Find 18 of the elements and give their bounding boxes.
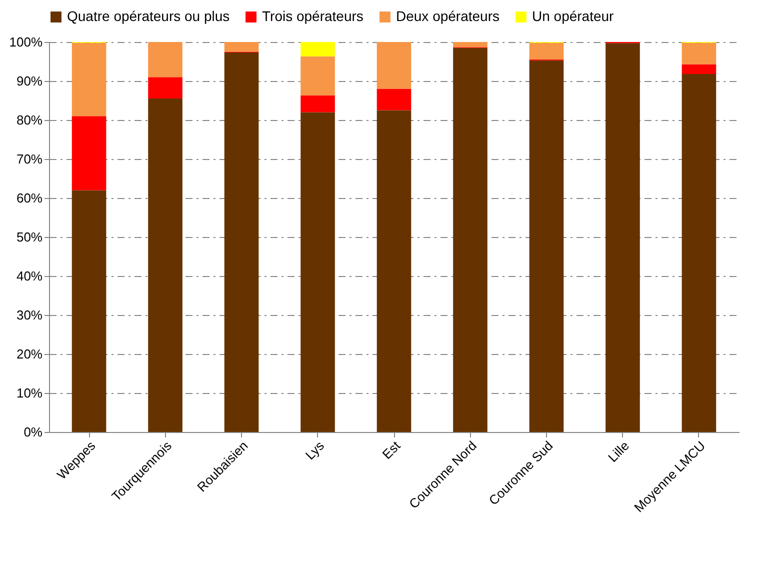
y-tick-label: 60% — [16, 190, 43, 206]
y-tick-label: 20% — [16, 346, 43, 362]
y-tick-label: 0% — [24, 424, 43, 440]
y-tick-label: 100% — [9, 34, 43, 50]
x-tick-label: Est — [379, 438, 404, 462]
y-tick-label: 80% — [16, 112, 43, 128]
x-tick-label: Lille — [604, 438, 632, 466]
legend-label: Deux opérateurs — [396, 8, 500, 24]
legend-label: Un opérateur — [532, 8, 614, 24]
y-tick-label: 50% — [16, 230, 43, 244]
legend-label: Trois opérateurs — [262, 8, 364, 24]
y-tick-label: 10% — [16, 386, 43, 400]
x-tick-label: Lys — [302, 438, 328, 463]
y-tick-label: 30% — [16, 308, 43, 322]
legend-label: Quatre opérateurs ou plus — [67, 8, 230, 24]
y-tick-label: 70% — [16, 152, 43, 166]
y-tick-label: 40% — [16, 268, 43, 284]
y-tick-label: 90% — [16, 74, 43, 88]
